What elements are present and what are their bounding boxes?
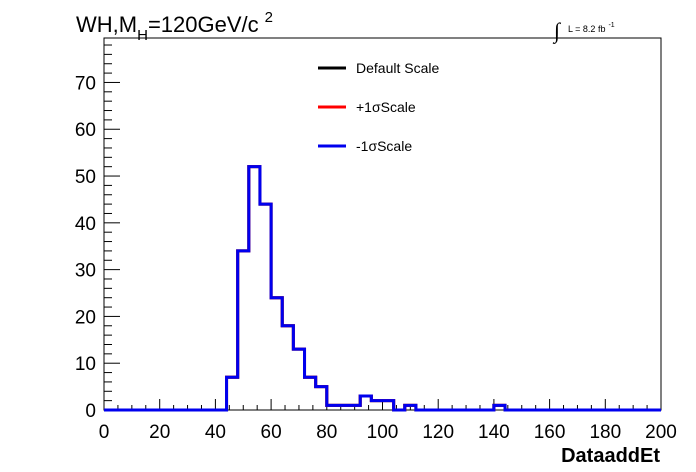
x-tick-label: 60	[261, 422, 282, 443]
lumi-label: L = 8.2 fb -1	[568, 22, 615, 34]
series-line-0	[104, 165, 661, 412]
x-tick-label: 160	[534, 422, 566, 443]
y-tick-label: 10	[75, 354, 96, 375]
legend-label: -1σScale	[356, 138, 412, 154]
y-tick-label: 0	[85, 401, 96, 422]
axis-ticks: 0 20 40 60 80 100 120 140 160 180 200 0 10 20 30 40 50 60…	[75, 44, 677, 443]
title-subscript: H	[137, 27, 148, 44]
title-rest: =120GeV/c	[148, 12, 259, 37]
x-tick-label: 200	[645, 422, 677, 443]
y-tick-label: 20	[75, 307, 96, 328]
series-line-2	[104, 165, 661, 412]
x-tick-label: 140	[478, 422, 510, 443]
plot-frame	[103, 37, 662, 411]
x-tick-label: 20	[149, 422, 170, 443]
x-tick-label: 40	[205, 422, 226, 443]
y-tick-label: 50	[75, 167, 96, 188]
legend-label: +1σScale	[356, 99, 416, 115]
lumi-superscript: -1	[608, 22, 614, 29]
legend-label: Default Scale	[356, 60, 439, 76]
series-line-1	[104, 165, 661, 412]
x-tick-label: 180	[589, 422, 621, 443]
x-tick-label: 100	[367, 422, 399, 443]
x-tick-label: 80	[316, 422, 337, 443]
y-tick-label: 30	[75, 261, 96, 282]
x-tick-label: 120	[422, 422, 454, 443]
chart-title: WH,MH=120GeV/c 2	[76, 9, 273, 44]
legend: Default Scale +1σScale -1σScale	[318, 60, 439, 154]
x-axis-label: DataaddEt	[561, 445, 660, 467]
y-tick-label: 60	[75, 120, 96, 141]
lumi-text: L = 8.2 fb	[568, 24, 605, 34]
title-main: WH,M	[76, 12, 137, 37]
y-tick-label: 40	[75, 214, 96, 235]
y-tick-label: 70	[75, 73, 96, 94]
series-layer	[104, 165, 661, 412]
title-superscript: 2	[265, 9, 273, 26]
x-tick-label: 0	[99, 422, 110, 443]
lumi-integral: ∫	[552, 18, 562, 44]
